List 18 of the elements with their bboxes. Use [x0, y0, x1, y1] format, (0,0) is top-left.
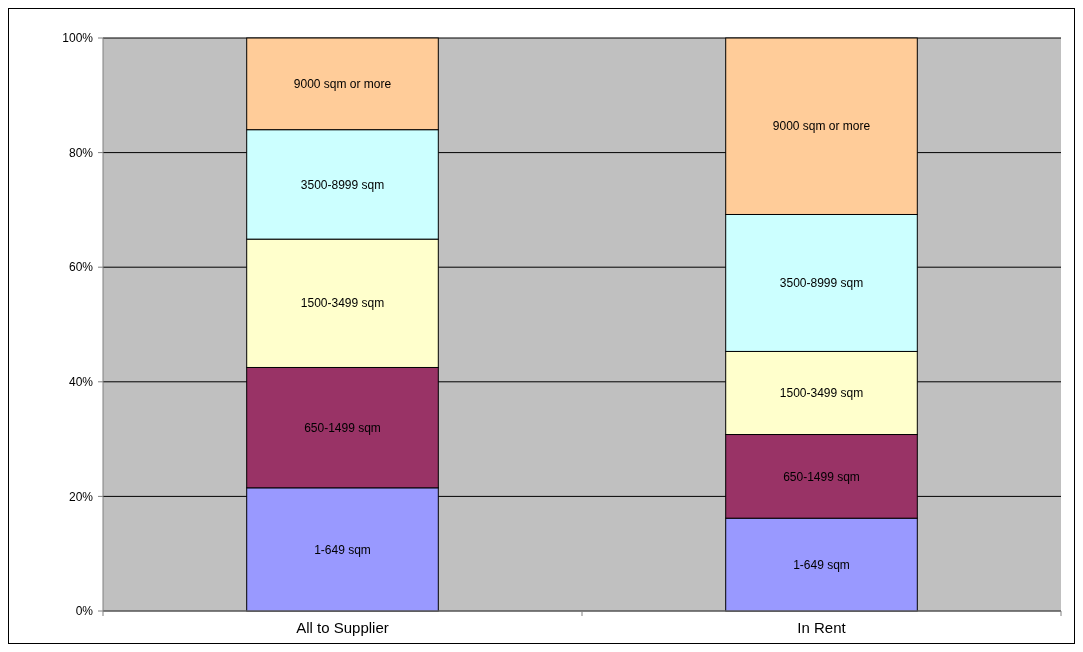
y-tick-label: 40%	[68, 375, 94, 389]
text: 9000 sqm or more	[772, 119, 871, 134]
series-label: 1-649 sqm	[793, 557, 850, 572]
text: 3500-8999 sqm	[779, 276, 864, 291]
y-tick-label: 80%	[68, 145, 94, 160]
y-tick-label: 20%	[68, 489, 94, 504]
series-label: 9000 sqm or more	[293, 77, 392, 92]
text: 1-649 sqm	[314, 542, 371, 557]
text: 650-1499 sqm	[304, 420, 381, 435]
x-tick-label: In Rent	[797, 619, 847, 636]
y-tick-label: 0%	[75, 604, 94, 619]
y-tick-label: 100%	[62, 31, 94, 46]
series-label: 3500-8999 sqm	[300, 177, 385, 192]
series-label: 650-1499 sqm	[783, 469, 860, 484]
text: 1500-3499 sqm	[300, 296, 385, 311]
y-tick-label: 60%	[68, 260, 94, 275]
series-label: 1500-3499 sqm	[779, 386, 864, 401]
x-tick-label: All to Supplier	[296, 619, 389, 636]
